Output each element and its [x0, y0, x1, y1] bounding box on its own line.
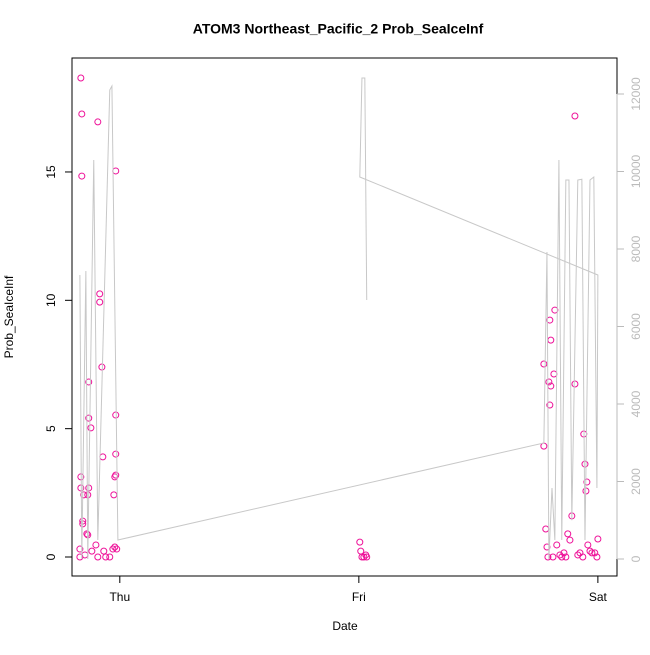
data-point	[566, 536, 574, 544]
data-point	[109, 545, 117, 553]
data-point	[85, 414, 93, 422]
data-point	[540, 442, 548, 450]
chart-title: ATOM3 Northeast_Pacific_2 Prob_SeaIceInf	[193, 21, 484, 37]
data-point	[81, 551, 89, 559]
data-point	[83, 530, 91, 538]
data-point	[545, 378, 553, 386]
y-tick-label: 10	[44, 293, 58, 307]
data-point	[558, 553, 566, 561]
data-point	[588, 549, 596, 557]
data-point	[579, 553, 587, 561]
data-point	[551, 306, 559, 314]
y2-tick-label: 6000	[629, 313, 643, 340]
data-point	[549, 553, 557, 561]
data-point	[99, 453, 107, 461]
data-point	[77, 74, 85, 82]
y-tick-label: 15	[44, 165, 58, 179]
x-tick-label: Thu	[109, 590, 130, 604]
data-point	[94, 553, 102, 561]
data-point	[92, 541, 100, 549]
data-point	[80, 491, 88, 499]
y-axis-label: Prob_SeaIceInf	[2, 275, 16, 358]
data-point	[553, 541, 561, 549]
data-point	[543, 543, 551, 551]
data-point	[564, 530, 572, 538]
data-point	[550, 370, 558, 378]
data-point	[547, 336, 555, 344]
data-point	[96, 298, 104, 306]
data-point	[111, 473, 119, 481]
data-point	[112, 167, 120, 175]
data-point	[363, 553, 371, 561]
data-point	[560, 549, 568, 557]
data-point	[113, 545, 121, 553]
data-point	[556, 551, 564, 559]
y-tick-label: 5	[44, 425, 58, 432]
data-point	[594, 535, 602, 543]
data-point	[102, 553, 110, 561]
y2-tick-label: 4000	[629, 390, 643, 417]
data-point	[111, 543, 119, 551]
y2-tick-label: 10000	[629, 154, 643, 188]
y2-tick-label: 2000	[629, 468, 643, 495]
data-point	[583, 478, 591, 486]
data-point	[358, 553, 366, 561]
y2-tick-label: 8000	[629, 235, 643, 262]
data-point	[546, 401, 554, 409]
data-point	[360, 553, 368, 561]
plot-box	[71, 57, 618, 577]
data-point	[544, 553, 552, 561]
data-point	[85, 378, 93, 386]
data-point	[542, 525, 550, 533]
y-tick-label: 0	[44, 553, 58, 560]
data-point	[100, 547, 108, 555]
data-point	[356, 538, 364, 546]
data-point	[540, 360, 548, 368]
data-point	[586, 547, 594, 555]
data-point	[110, 491, 118, 499]
data-point	[593, 553, 601, 561]
data-point	[96, 290, 104, 298]
data-point	[78, 172, 86, 180]
data-point	[571, 112, 579, 120]
x-axis-label: Date	[332, 619, 358, 633]
data-point	[591, 549, 599, 557]
data-point	[88, 547, 96, 555]
data-point	[94, 118, 102, 126]
data-point	[546, 316, 554, 324]
data-point	[112, 450, 120, 458]
data-point	[76, 545, 84, 553]
y2-tick-label: 0	[629, 555, 643, 562]
x-tick-label: Sat	[589, 590, 608, 604]
data-line	[79, 77, 599, 560]
data-point	[106, 553, 114, 561]
data-point	[571, 380, 579, 388]
data-point	[78, 110, 86, 118]
data-point	[581, 460, 589, 468]
data-point	[562, 553, 570, 561]
data-point	[584, 541, 592, 549]
x-tick-label: Fri	[352, 590, 366, 604]
data-point	[87, 424, 95, 432]
y2-tick-label: 12000	[629, 77, 643, 111]
